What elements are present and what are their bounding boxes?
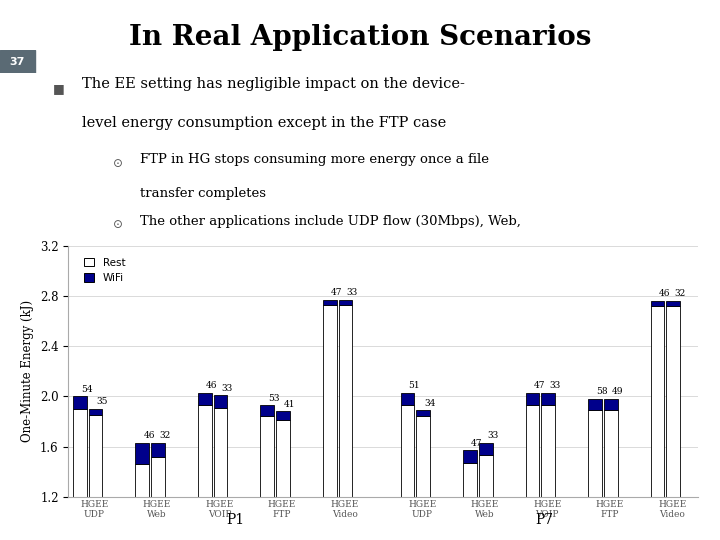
Text: 41: 41: [284, 400, 296, 409]
Text: 35: 35: [96, 397, 108, 407]
Bar: [338, 300, 352, 305]
Bar: [135, 443, 149, 464]
Legend: Rest, WiFi: Rest, WiFi: [80, 253, 130, 287]
Bar: [261, 416, 274, 497]
Bar: [666, 306, 680, 497]
Text: VoIP, Video streaming: VoIP, Video streaming: [140, 247, 286, 260]
Bar: [323, 305, 337, 497]
Text: level energy consumption except in the FTP case: level energy consumption except in the F…: [81, 116, 446, 130]
Bar: [479, 455, 492, 497]
Text: 53: 53: [269, 394, 280, 403]
Bar: [604, 399, 618, 410]
Text: 46: 46: [659, 289, 670, 299]
Text: In Real Application Scenarios: In Real Application Scenarios: [129, 24, 591, 51]
Bar: [276, 411, 290, 420]
Text: 32: 32: [159, 431, 171, 440]
Text: ■: ■: [53, 82, 65, 95]
Text: 47: 47: [331, 288, 343, 297]
Bar: [463, 463, 477, 497]
Bar: [416, 416, 430, 497]
Bar: [151, 457, 165, 497]
Bar: [0, 50, 35, 73]
Text: FTP in HG stops consuming more energy once a file: FTP in HG stops consuming more energy on…: [140, 153, 489, 166]
Bar: [214, 395, 228, 408]
Bar: [666, 301, 680, 306]
Text: 46: 46: [143, 431, 155, 440]
Text: 33: 33: [347, 288, 358, 297]
Bar: [526, 405, 539, 497]
Text: ⊙: ⊙: [113, 157, 123, 170]
Text: 54: 54: [81, 385, 93, 394]
Text: 47: 47: [534, 381, 545, 390]
Text: 33: 33: [487, 431, 498, 440]
Text: 33: 33: [549, 381, 561, 390]
Bar: [588, 410, 602, 497]
Text: 37: 37: [9, 57, 25, 66]
Text: 58: 58: [596, 387, 608, 396]
Text: 46: 46: [206, 381, 217, 390]
Bar: [89, 415, 102, 497]
Bar: [526, 393, 539, 405]
Bar: [276, 420, 290, 497]
Bar: [198, 393, 212, 405]
Text: 33: 33: [222, 383, 233, 393]
Bar: [604, 410, 618, 497]
Bar: [463, 450, 477, 463]
Text: P1: P1: [226, 512, 244, 526]
Text: The other applications include UDP flow (30Mbps), Web,: The other applications include UDP flow …: [140, 215, 521, 228]
Text: 49: 49: [612, 387, 624, 396]
Bar: [73, 396, 87, 409]
Bar: [261, 405, 274, 416]
Bar: [479, 443, 492, 455]
Text: transfer completes: transfer completes: [140, 187, 266, 200]
Bar: [73, 409, 87, 497]
Text: 32: 32: [675, 289, 685, 299]
Bar: [323, 300, 337, 305]
Bar: [89, 409, 102, 415]
Text: 34: 34: [424, 399, 436, 408]
Y-axis label: One-Minute Energy (kJ): One-Minute Energy (kJ): [22, 300, 35, 442]
Bar: [541, 405, 555, 497]
Bar: [416, 410, 430, 416]
Text: The EE setting has negligible impact on the device-: The EE setting has negligible impact on …: [81, 77, 464, 91]
Bar: [198, 405, 212, 497]
Bar: [400, 405, 415, 497]
Bar: [651, 306, 665, 497]
Bar: [541, 393, 555, 405]
Text: ⊙: ⊙: [113, 218, 123, 231]
Text: 47: 47: [471, 439, 482, 448]
Text: 51: 51: [409, 381, 420, 390]
Bar: [651, 301, 665, 306]
Bar: [214, 408, 228, 497]
Bar: [338, 305, 352, 497]
Bar: [135, 464, 149, 497]
Bar: [588, 399, 602, 410]
Bar: [400, 393, 415, 405]
Bar: [151, 443, 165, 457]
Text: P7: P7: [536, 512, 554, 526]
